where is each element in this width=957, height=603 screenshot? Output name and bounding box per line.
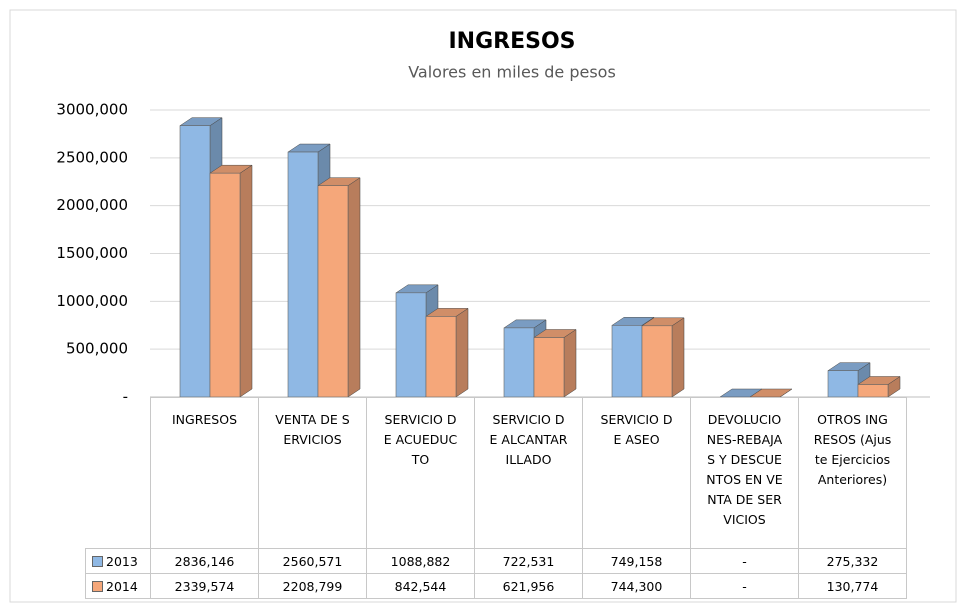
data-table: INGRESOS VENTA DE SERVICIOS SERVICIO DE AC… [85,397,907,599]
category-label: OTROS INGRESOS (Ajuste Ejercicios Anteri… [798,397,907,549]
data-label: 722,531 [474,548,583,574]
bar [425,307,469,398]
bar-side [671,317,685,398]
bar-front [827,370,859,398]
data-label: - [690,573,799,599]
data-label: 744,300 [582,573,691,599]
bar-front [611,325,643,398]
data-label: 2339,574 [150,573,259,599]
category-label: SERVICIO DE ASEO [582,397,691,549]
bar-front [533,337,565,398]
data-label: 2560,571 [258,548,367,574]
bar-side [347,177,361,398]
y-tick-label: 500,000 [66,340,128,358]
y-tick-label: 1000,000 [56,292,128,310]
legend-entry: 2014 [85,573,151,599]
bar-front [209,172,241,398]
data-label: 1088,882 [366,548,475,574]
legend-entry: 2013 [85,548,151,574]
data-label: 2208,799 [258,573,367,599]
data-label: 842,544 [366,573,475,599]
series-row: 2013 2836,146 2560,571 1088,882 722,531 749,1… [85,548,907,574]
legend-swatch [92,580,103,592]
bar [317,177,361,398]
category-label: VENTA DE SERVICIOS [258,397,367,549]
data-label: 621,956 [474,573,583,599]
category-label: SERVICIO DE ALCANTARILLADO [474,397,583,549]
y-tick-label: 2000,000 [56,196,128,214]
chart-subtitle: Valores en miles de pesos [408,63,616,82]
chart-title: INGRESOS [448,29,575,54]
bar-front [317,185,349,398]
data-label: 130,774 [798,573,907,599]
category-row: INGRESOS VENTA DE SERVICIOS SERVICIO DE AC… [86,397,907,549]
data-label: 2836,146 [150,548,259,574]
category-label: INGRESOS [150,397,259,549]
y-tick-label: 3000,000 [56,101,128,119]
bar-front [641,325,673,398]
category-label: SERVICIO DE ACUEDUCTO [366,397,475,549]
bar-front [503,327,535,398]
y-tick-label: 2500,000 [56,148,128,166]
data-label: - [690,548,799,574]
bar-front [179,125,211,398]
y-tick-label: 1500,000 [56,244,128,262]
bar [209,164,253,398]
bar-front [287,151,319,398]
bar-side [563,329,577,398]
legend-label: 2014 [106,578,138,594]
bar-front [857,384,889,398]
bar-front [395,292,427,398]
bar [641,317,685,398]
data-label: 749,158 [582,548,691,574]
bar [533,329,577,398]
chart-border [9,9,957,603]
category-label: DEVOLUCIONES-REBAJAS Y DESCUENTOS EN VEN… [690,397,799,549]
bar [857,376,901,398]
data-label: 275,332 [798,548,907,574]
y-tick-label: - [123,388,128,406]
bar-side [455,307,469,398]
legend-label: 2013 [106,553,138,569]
bar-front [425,316,457,398]
series-row: 2014 2339,574 2208,799 842,544 621,956 744,30… [85,573,907,599]
table-corner [86,398,151,549]
legend-swatch [92,555,103,567]
bar-side [239,164,253,398]
